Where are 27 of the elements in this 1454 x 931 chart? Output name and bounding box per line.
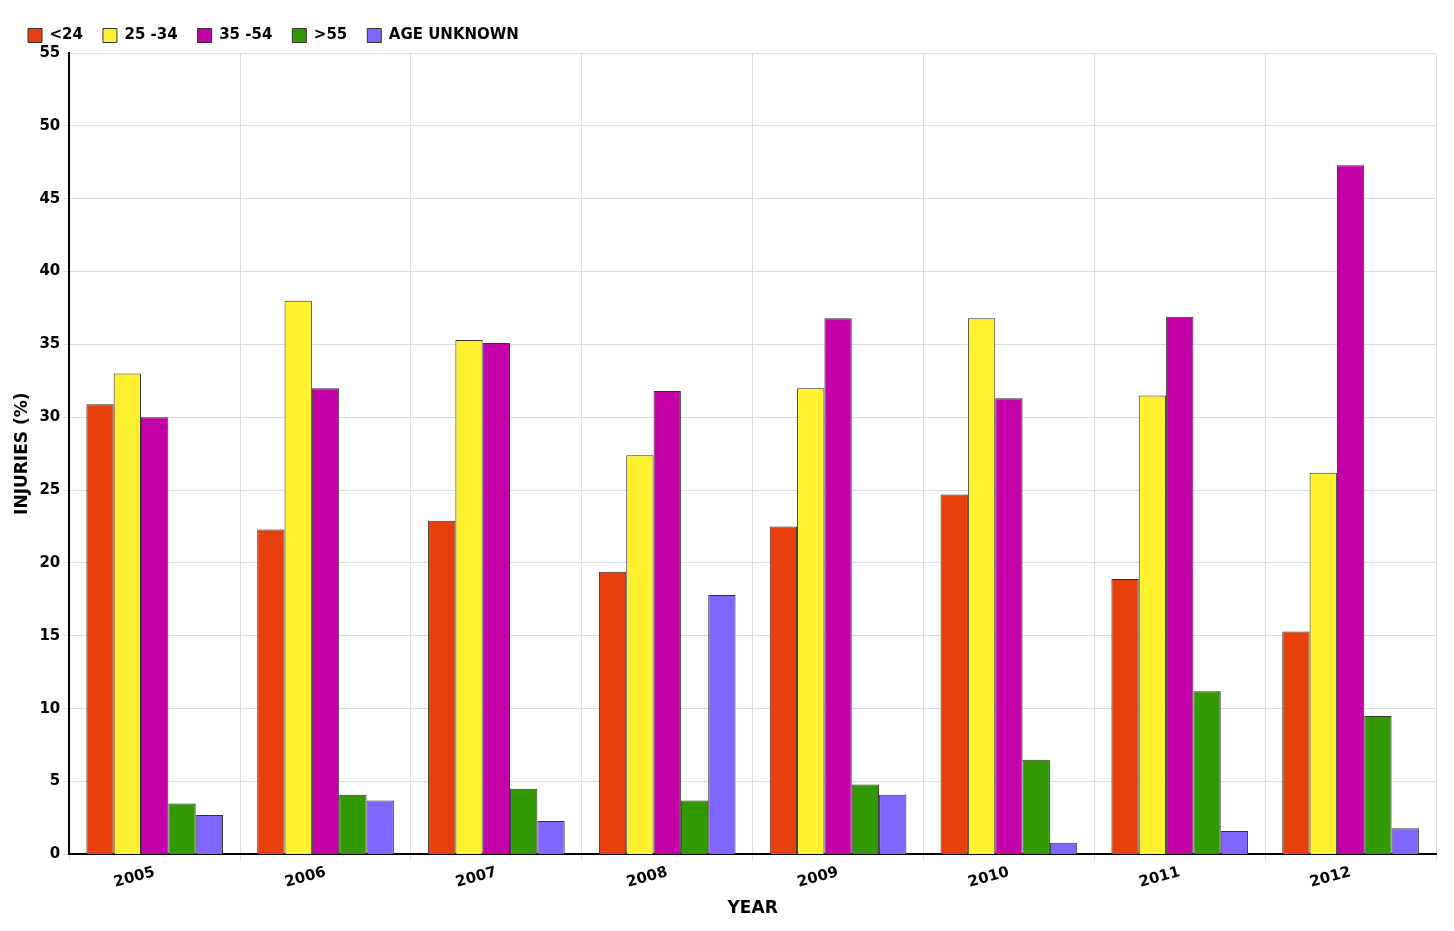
x-tick-label: 2011: [1136, 862, 1182, 891]
x-tick-label: 2007: [453, 862, 499, 891]
y-tick-label: 35: [39, 334, 61, 353]
y-tick-label: 10: [39, 698, 61, 717]
x-axis-title: YEAR: [726, 897, 778, 918]
y-tick-label: 20: [39, 552, 61, 571]
x-tick-label: 2006: [282, 862, 328, 891]
legend-label: <24: [49, 25, 83, 44]
y-tick-label: 0: [49, 844, 61, 863]
y-axis-title: INJURIES (%): [10, 392, 31, 515]
legend-label: 25 -34: [124, 25, 178, 44]
legend-label: >55: [313, 25, 348, 44]
y-tick-label: 30: [39, 407, 61, 426]
y-tick-label: 50: [39, 115, 61, 134]
x-tick-label: 2010: [965, 862, 1011, 891]
y-tick-label: 25: [39, 480, 61, 499]
x-tick-label: 2005: [111, 862, 157, 891]
legend-label: AGE UNKNOWN: [388, 25, 519, 44]
legend-label: 35 -54: [219, 25, 273, 44]
y-tick-label: 45: [39, 188, 61, 207]
y-tick-label: 40: [39, 261, 61, 280]
x-tick-label: 2008: [624, 862, 670, 891]
y-tick-label: 55: [39, 42, 61, 61]
y-tick-label: 15: [39, 625, 61, 644]
x-tick-label: 2009: [795, 862, 841, 891]
x-tick-label: 2012: [1307, 862, 1353, 891]
y-tick-label: 5: [49, 771, 61, 790]
